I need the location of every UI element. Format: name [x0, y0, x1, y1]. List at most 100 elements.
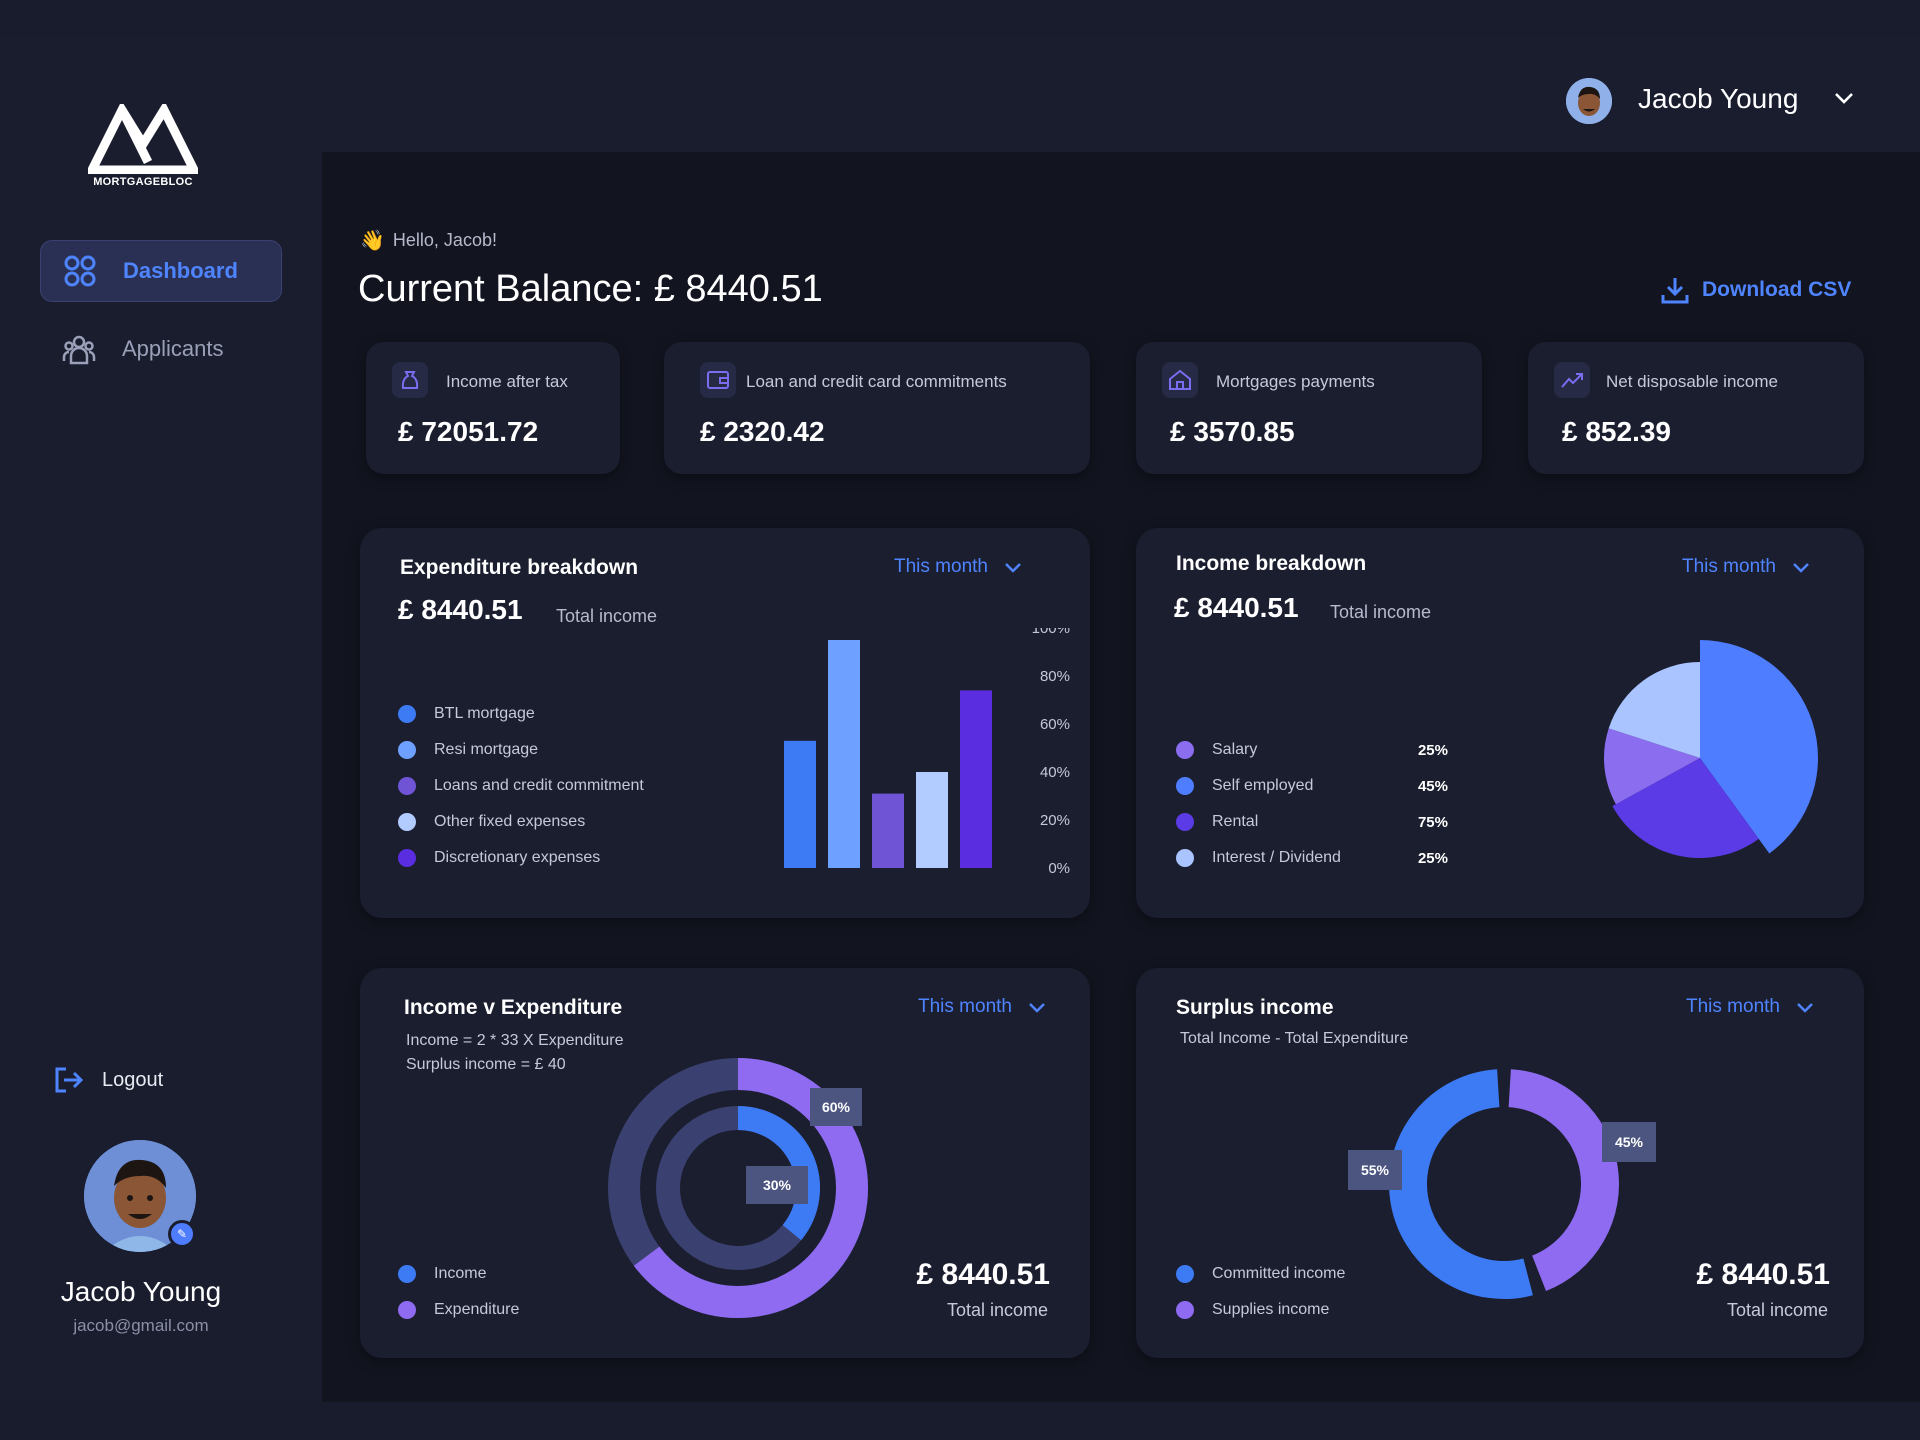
download-icon [1661, 278, 1689, 304]
legend-label: Income [434, 1265, 487, 1282]
legend-dot [398, 1301, 416, 1319]
pie-slice-interest-dividend[interactable] [1608, 662, 1700, 758]
surplus-note: Surplus income = £ 40 [406, 1056, 566, 1073]
pie-slice-salary[interactable] [1604, 728, 1700, 805]
bar-discretionary-expenses[interactable] [960, 690, 992, 868]
top-bar [322, 36, 1920, 152]
panel-amount: £ 8440.51 [916, 1258, 1050, 1291]
panel-amount-label: Total income [1330, 602, 1432, 622]
legend-value: 75% [1417, 813, 1448, 831]
legend-dot [1176, 777, 1194, 795]
wave-icon: 👋 [360, 230, 385, 252]
user-avatar-icon [1566, 78, 1612, 124]
brand-logo[interactable]: MORTGAGEBLOC [84, 100, 202, 188]
stat-value: £ 2320.42 [700, 416, 825, 447]
surplus-legend: Committed income Supplies income [1176, 1256, 1456, 1328]
panel-title: Income v Expenditure [404, 996, 623, 1019]
panel-amount-label: Total income [556, 606, 658, 626]
chevron-down-icon [1793, 562, 1809, 573]
panel-title: Income breakdown [1176, 552, 1367, 575]
period-select[interactable]: This month [1682, 556, 1810, 578]
income-legend: Salary 25% Self employed 45% Rental 75% Int… [1176, 732, 1448, 876]
y-tick-label: 80% [1040, 668, 1070, 685]
ive-legend: Income Expenditure [398, 1256, 658, 1328]
period-label: This month [1686, 996, 1780, 1017]
stat-label: Loan and credit card commitments [746, 372, 1007, 391]
income-pie-chart [1604, 640, 1818, 858]
svg-text:30%: 30% [763, 1177, 792, 1193]
users-icon [62, 335, 96, 365]
legend-dot [398, 813, 416, 831]
legend-label: Discretionary expenses [434, 849, 601, 866]
surplus-income-panel: Surplus income This month Total Income -… [1136, 968, 1864, 1358]
sidebar-user-name: Jacob Young [60, 1276, 222, 1307]
bar-loans-and-credit-commitment[interactable] [872, 793, 904, 868]
bar-btl-mortgage[interactable] [784, 740, 816, 868]
legend-item: Committed income [1176, 1256, 1456, 1292]
avatar[interactable] [84, 1140, 196, 1252]
legend-dot [398, 1265, 416, 1283]
legend-label: Rental [1212, 813, 1259, 830]
legend-item: Loans and credit commitment [398, 768, 698, 804]
donut-slice-committed-income[interactable] [1389, 1069, 1533, 1299]
expenditure-arc[interactable] [633, 1058, 868, 1318]
bar-resi-mortgage[interactable] [828, 640, 860, 868]
greeting-text: Hello, Jacob! [392, 230, 497, 250]
pie-slice-self-employed[interactable] [1700, 640, 1818, 854]
legend-item: BTL mortgage [398, 696, 698, 732]
ive-donut-chart: 60% 30% [608, 1058, 868, 1318]
logout-button[interactable]: Logout [54, 1066, 163, 1094]
income-arc[interactable] [737, 1106, 820, 1241]
y-tick-label: 60% [1040, 716, 1070, 733]
legend-dot [398, 849, 416, 867]
sidebar-item-applicants[interactable]: Applicants [40, 318, 282, 380]
page-title: Current Balance: £ 8440.51 [358, 268, 823, 310]
legend-dot [398, 741, 416, 759]
surplus-donut-chart: 55% 45% [1348, 1069, 1656, 1299]
grid-icon [64, 255, 96, 287]
stat-card-income-after-tax: Income after tax £ 72051.72 [366, 342, 620, 474]
panel-amount: £ 8440.51 [1174, 592, 1299, 623]
download-label: Download CSV [1702, 278, 1852, 301]
sidebar-item-label: Dashboard [123, 258, 238, 283]
legend-value: 25% [1417, 741, 1448, 759]
panel-amount-label: Total income [1726, 1300, 1828, 1320]
top-avatar[interactable] [1566, 78, 1612, 124]
income-panel: Income breakdown This month £ 8440.51 To… [1136, 528, 1864, 918]
legend-item: Other fixed expenses [398, 804, 698, 840]
legend-label: Interest / Dividend [1212, 849, 1341, 866]
trend-up-icon [1554, 362, 1590, 398]
stat-label: Mortgages payments [1216, 372, 1375, 391]
expenditure-legend: BTL mortgage Resi mortgage Loans and cre… [398, 696, 698, 876]
logout-label: Logout [102, 1068, 164, 1091]
period-select[interactable]: This month [918, 996, 1046, 1018]
money-bag-icon [392, 362, 428, 398]
legend-item: Discretionary expenses [398, 840, 698, 876]
period-select[interactable]: This month [894, 556, 1022, 578]
income-v-expenditure-panel: Income v Expenditure This month Income =… [360, 968, 1090, 1358]
y-tick-label: 100% [1032, 628, 1070, 637]
legend-label: BTL mortgage [434, 705, 535, 722]
chevron-down-icon[interactable] [1834, 92, 1854, 104]
download-csv-button[interactable]: Download CSV [1660, 275, 1851, 305]
logo-mark-icon [84, 100, 202, 175]
chevron-down-icon [1029, 1002, 1045, 1013]
sidebar-item-dashboard[interactable]: Dashboard [40, 240, 282, 302]
svg-text:45%: 45% [1615, 1134, 1644, 1150]
pie-slice-rental[interactable] [1612, 758, 1759, 858]
top-user-name[interactable]: Jacob Young [1638, 83, 1799, 114]
y-tick-label: 0% [1048, 860, 1070, 877]
legend-label: Self employed [1212, 777, 1314, 794]
period-label: This month [1682, 556, 1776, 577]
wallet-icon [700, 362, 736, 398]
logout-icon [55, 1067, 84, 1093]
legend-label: Salary [1212, 741, 1258, 758]
legend-item: Resi mortgage [398, 732, 698, 768]
greeting: 👋 Hello, Jacob! [360, 228, 497, 253]
stat-value: £ 852.39 [1562, 416, 1671, 447]
period-select[interactable]: This month [1686, 996, 1814, 1018]
bar-other-fixed-expenses[interactable] [916, 772, 948, 868]
donut-slice-supplies-income[interactable] [1508, 1069, 1619, 1292]
stat-label: Net disposable income [1606, 372, 1778, 391]
edit-avatar-button[interactable]: ✎ [168, 1220, 196, 1248]
